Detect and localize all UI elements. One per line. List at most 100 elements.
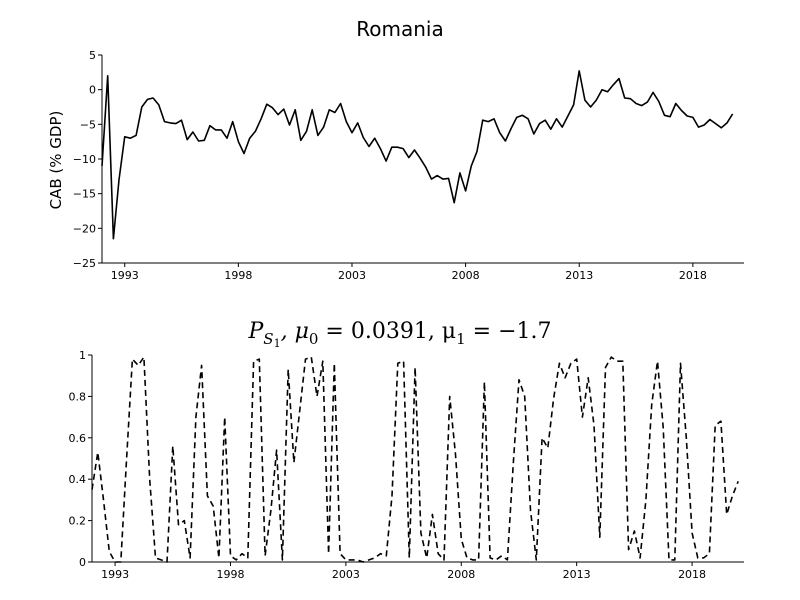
cab-data-point [408,157,409,158]
cab-data-point [482,120,483,121]
probability-data-point [455,454,456,455]
cab-y-tick-label: 5 [89,49,96,62]
probability-data-point [316,396,317,397]
probability-data-point [593,425,594,426]
cab-data-point [528,118,529,119]
cab-data-point [317,135,318,136]
probability-data-point [588,377,589,378]
probability-data-point [524,396,525,397]
title-mu1-sub: 1 [456,330,466,348]
probability-data-point [403,361,404,362]
cab-chart: Romania CAB (% GDP) 5 0 −5 −10 −15 −20 −25 1993… [47,17,744,282]
cab-data-point [653,92,654,93]
probability-data-point [651,404,652,405]
cab-data-point [136,135,137,136]
cab-data-point [545,120,546,121]
cab-data-point [448,178,449,179]
probability-data-point [305,359,306,360]
probability-data-point [490,557,491,558]
cab-series-line [101,70,734,240]
cab-data-point [670,116,671,117]
probability-y-tick-label: 0.2 [69,515,87,528]
cab-data-point [454,202,455,203]
probability-data-point [628,549,629,550]
cab-data-point [255,131,256,132]
cab-y-tick-label: −5 [80,118,96,131]
probability-data-point [438,553,439,554]
probability-data-point [345,559,346,560]
cab-data-point [556,118,557,119]
probability-x-tick-label: 2003 [332,568,360,581]
cab-data-point [442,179,443,180]
probability-data-point [293,462,294,463]
probability-chart-series [91,356,739,563]
cab-data-point [420,158,421,159]
cab-data-point [613,84,614,85]
probability-data-point [311,357,312,358]
probability-data-point [495,559,496,560]
cab-data-point [522,115,523,116]
cab-data-point [278,114,279,115]
probability-data-point [674,559,675,560]
cab-data-point [289,124,290,125]
probability-data-point [328,553,329,554]
cab-data-point [584,100,585,101]
cab-data-point [346,121,347,122]
probability-data-point [409,557,410,558]
probability-data-point [443,559,444,560]
probability-data-point [732,495,733,496]
probability-data-point [288,369,289,370]
probability-data-point [386,555,387,556]
cab-data-point [363,137,364,138]
cab-x-tick-label: 2018 [679,269,707,282]
cab-data-point [726,122,727,123]
probability-data-point [461,539,462,540]
probability-data-point [259,359,260,360]
cab-data-point [471,165,472,166]
cab-data-point [704,124,705,125]
probability-data-point [178,524,179,525]
cab-data-point [607,91,608,92]
cab-y-tick-label: −15 [73,188,96,201]
probability-y-tick-label: 0.8 [69,390,87,403]
cab-data-point [243,153,244,154]
probability-data-point [172,446,173,447]
probability-chart-ticks: 1 0.8 0.6 0.4 0.2 0 1993 1998 2003 2008 2013 2018 [69,349,707,581]
probability-data-point [415,367,416,368]
cab-data-point [192,131,193,132]
probability-data-point [530,510,531,511]
cab-data-point [374,138,375,139]
probability-chart: PS1, μ0 = 0.0391, μ1 = −1.7 10.80.60.40.… [69,319,744,581]
probability-data-point [611,357,612,358]
cab-chart-title: Romania [356,17,443,41]
cab-data-point [312,109,313,110]
cab-chart-ylabel: CAB (% GDP) [47,111,65,210]
cab-data-point [709,119,710,120]
probability-data-point [161,559,162,560]
cab-data-point [647,102,648,103]
cab-data-point [221,129,222,130]
cab-data-point [130,138,131,139]
cab-data-point [641,105,642,106]
cab-data-point [431,179,432,180]
probability-data-point [322,361,323,362]
cab-data-point [488,121,489,122]
probability-data-point [553,398,554,399]
title-mu1-eq: = −1.7 [466,319,552,344]
probability-x-tick-label: 1993 [101,568,129,581]
cab-data-point [414,149,415,150]
probability-data-point [276,450,277,451]
cab-data-point [181,120,182,121]
cab-x-tick-label: 1993 [111,269,139,282]
title-mid: , μ [281,319,309,344]
cab-data-point [283,109,284,110]
probability-data-point [120,561,121,562]
probability-y-tick-label: 0 [79,556,86,569]
probability-data-point [657,361,658,362]
probability-data-point [391,495,392,496]
probability-data-point [507,559,508,560]
cab-data-point [539,123,540,124]
probability-data-point [368,559,369,560]
cab-data-point [562,127,563,128]
cab-x-tick-label: 2008 [452,269,480,282]
